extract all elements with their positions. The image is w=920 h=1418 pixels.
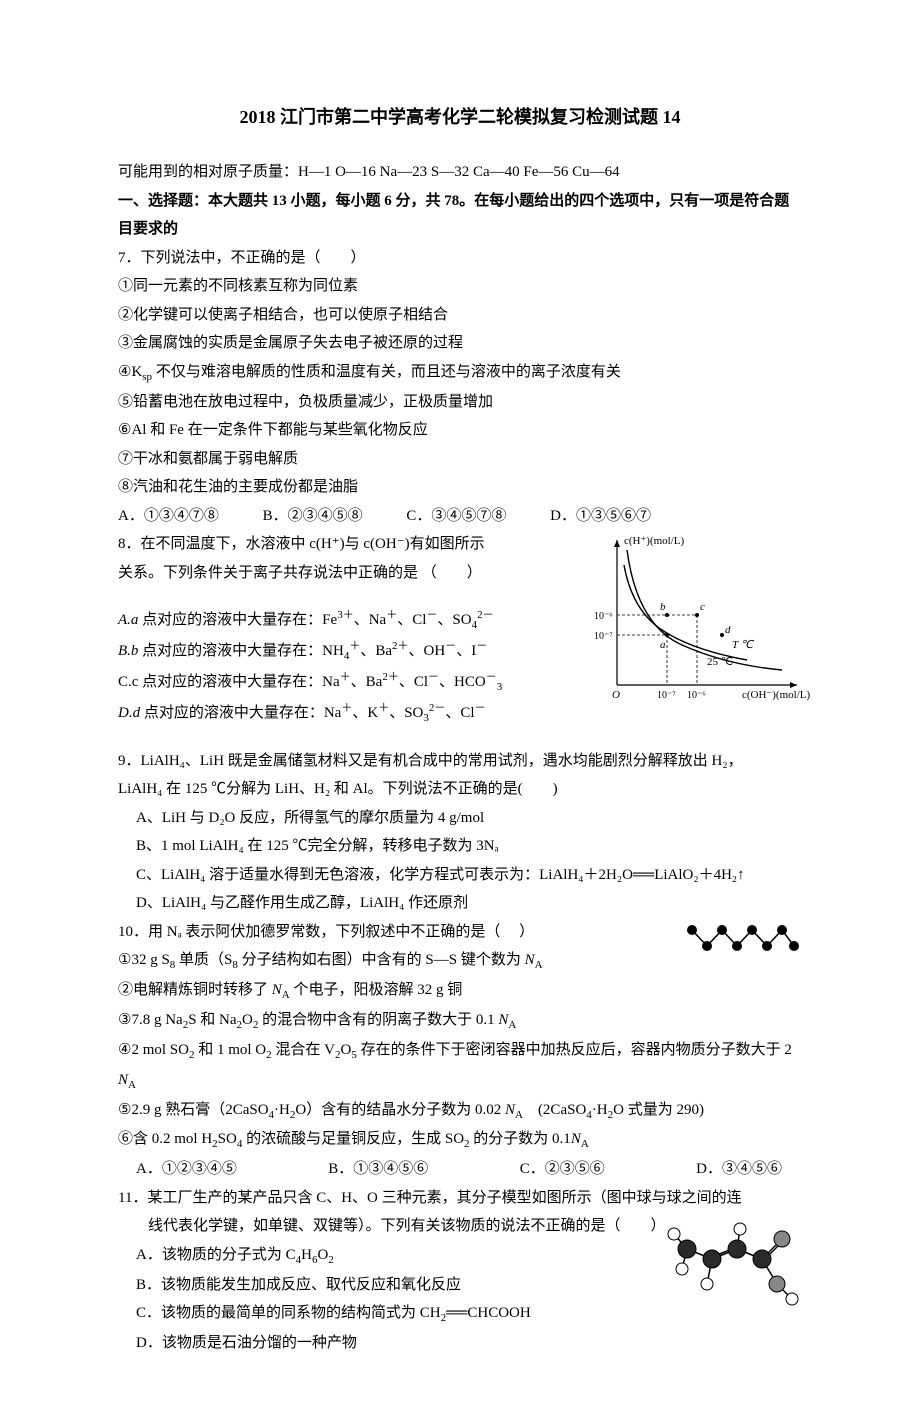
q11-container: 11．某工厂生产的某产品只含 C、H、O 三种元素，其分子模型如图所示（图中球与… xyxy=(118,1184,802,1358)
q7-s8: ⑧汽油和花生油的主要成份都是油脂 xyxy=(118,473,802,502)
q7-optB: B．②③④⑤⑧ xyxy=(263,508,363,524)
q10-s6: ⑥含 0.2 mol H2SO4 的浓硫酸与足量铜反应，生成 SO2 的分子数为… xyxy=(118,1125,802,1155)
q10-optD: D．③④⑤⑥ xyxy=(696,1155,782,1184)
q7-s4-pre: ④K xyxy=(118,364,142,380)
q10-container: 10．用 Nₐ 表示阿伏加德罗常数，下列叙述中不正确的是（ ） ①32 g S8… xyxy=(118,918,802,976)
q11-molecule-icon xyxy=(662,1204,812,1324)
q10-optB: B．①③④⑤⑥ xyxy=(328,1155,428,1184)
q9-optC: C、LiAlH₄ 溶于适量水得到无色溶液，化学方程式可表示为：LiAlH₄＋2H… xyxy=(118,861,802,890)
q9-optA: A、LiH 与 D₂O 反应，所得氢气的摩尔质量为 4 g/mol xyxy=(118,804,802,833)
graph-xlabel: c(OH⁻)(mol/L) xyxy=(742,689,810,701)
q7-s5: ⑤铅蓄电池在放电过程中，负极质量减少，正极质量增加 xyxy=(118,388,802,417)
atomic-masses: 可能用到的相对原子质量：H—1 O—16 Na—23 S—32 Ca—40 Fe… xyxy=(118,158,802,187)
q7-optD: D．①③⑤⑥⑦ xyxy=(550,508,651,524)
q9-stem-l2: LiAlH₄ 在 125 ℃分解为 LiH、H₂ 和 Al。下列说法不正确的是(… xyxy=(118,775,802,804)
s8-molecule-icon xyxy=(682,920,802,956)
page-title: 2018 江门市第二中学高考化学二轮模拟复习检测试题 14 xyxy=(118,100,802,134)
q10-s2: ②电解精炼铜时转移了 NA 个电子，阳极溶解 32 g 铜 xyxy=(118,976,802,1006)
q10-s4: ④2 mol SO2 和 1 mol O2 混合在 V2O5 存在的条件下于密闭… xyxy=(118,1036,802,1096)
graph-xtick1: 10⁻⁷ xyxy=(657,690,676,701)
q9-optB: B、1 mol LiAlH₄ 在 125 ℃完全分解，转移电子数为 3Nₐ xyxy=(118,832,802,861)
graph-point-c: c xyxy=(700,601,705,613)
graph-point-a: a xyxy=(660,639,666,651)
q10-s5: ⑤2.9 g 熟石膏（2CaSO4·H2O）含有的结晶水分子数为 0.02 NA… xyxy=(118,1096,802,1126)
q7-s3: ③金属腐蚀的实质是金属原子失去电子被还原的过程 xyxy=(118,329,802,358)
q7-optA: A．①③④⑦⑧ xyxy=(118,508,219,524)
q9-optD: D、LiAlH₄ 与乙醛作用生成乙醇，LiAlH₄ 作还原剂 xyxy=(118,889,802,918)
q9-stem-l1: 9．LiAlH₄、LiH 既是金属储氢材料又是有机合成中的常用试剂，遇水均能剧烈… xyxy=(118,747,802,776)
q7-s2: ②化学键可以使离子相结合，也可以使原子相结合 xyxy=(118,301,802,330)
q10-optA: A．①②③④⑤ xyxy=(136,1155,237,1184)
graph-origin: O xyxy=(612,689,620,701)
graph-ytick2: 10⁻⁷ xyxy=(594,631,613,642)
q11-optD: D．该物质是石油分馏的一种产物 xyxy=(118,1329,802,1358)
q7-optC: C．③④⑤⑦⑧ xyxy=(406,508,506,524)
q10-optC: C．②③⑤⑥ xyxy=(520,1155,605,1184)
q7-options: A．①③④⑦⑧ B．②③④⑤⑧ C．③④⑤⑦⑧ D．①③⑤⑥⑦ xyxy=(118,502,802,531)
q7-s7: ⑦干冰和氨都属于弱电解质 xyxy=(118,445,802,474)
q8-graph: a b c d 10⁻⁶ 10⁻⁷ 10⁻⁷ 10⁻⁶ O c(H⁺)(mol/… xyxy=(582,530,812,710)
graph-xtick2: 10⁻⁶ xyxy=(687,690,706,701)
q7-s4-post: 不仅与难溶电解质的性质和温度有关，而且还与溶液中的离子浓度有关 xyxy=(152,364,621,380)
graph-ytick1: 10⁻⁶ xyxy=(594,611,613,622)
section-header: 一、选择题：本大题共 13 小题，每小题 6 分，共 78。在每小题给出的四个选… xyxy=(118,187,802,244)
q7-s4: ④Ksp 不仅与难溶电解质的性质和温度有关，而且还与溶液中的离子浓度有关 xyxy=(118,358,802,388)
graph-tempT: T ℃ xyxy=(732,639,755,651)
q7-s4-sub: sp xyxy=(142,371,152,383)
q10-options: A．①②③④⑤ B．①③④⑤⑥ C．②③⑤⑥ D．③④⑤⑥ xyxy=(118,1155,802,1184)
graph-temp25: 25 ℃ xyxy=(707,656,733,668)
graph-point-d: d xyxy=(725,624,731,636)
q10-s3: ③7.8 g Na2S 和 Na2O2 的混合物中含有的阴离子数大于 0.1 N… xyxy=(118,1006,802,1036)
graph-ylabel: c(H⁺)(mol/L) xyxy=(624,535,685,547)
q7-s1: ①同一元素的不同核素互称为同位素 xyxy=(118,272,802,301)
q7-s6: ⑥Al 和 Fe 在一定条件下都能与某些氧化物反应 xyxy=(118,416,802,445)
q7-stem: 7．下列说法中，不正确的是（ ） xyxy=(118,244,802,273)
graph-point-b: b xyxy=(660,601,666,613)
q8-container: 8．在不同温度下，水溶液中 c(H⁺)与 c(OH⁻)有如图所示 关系。下列条件… xyxy=(118,530,802,729)
